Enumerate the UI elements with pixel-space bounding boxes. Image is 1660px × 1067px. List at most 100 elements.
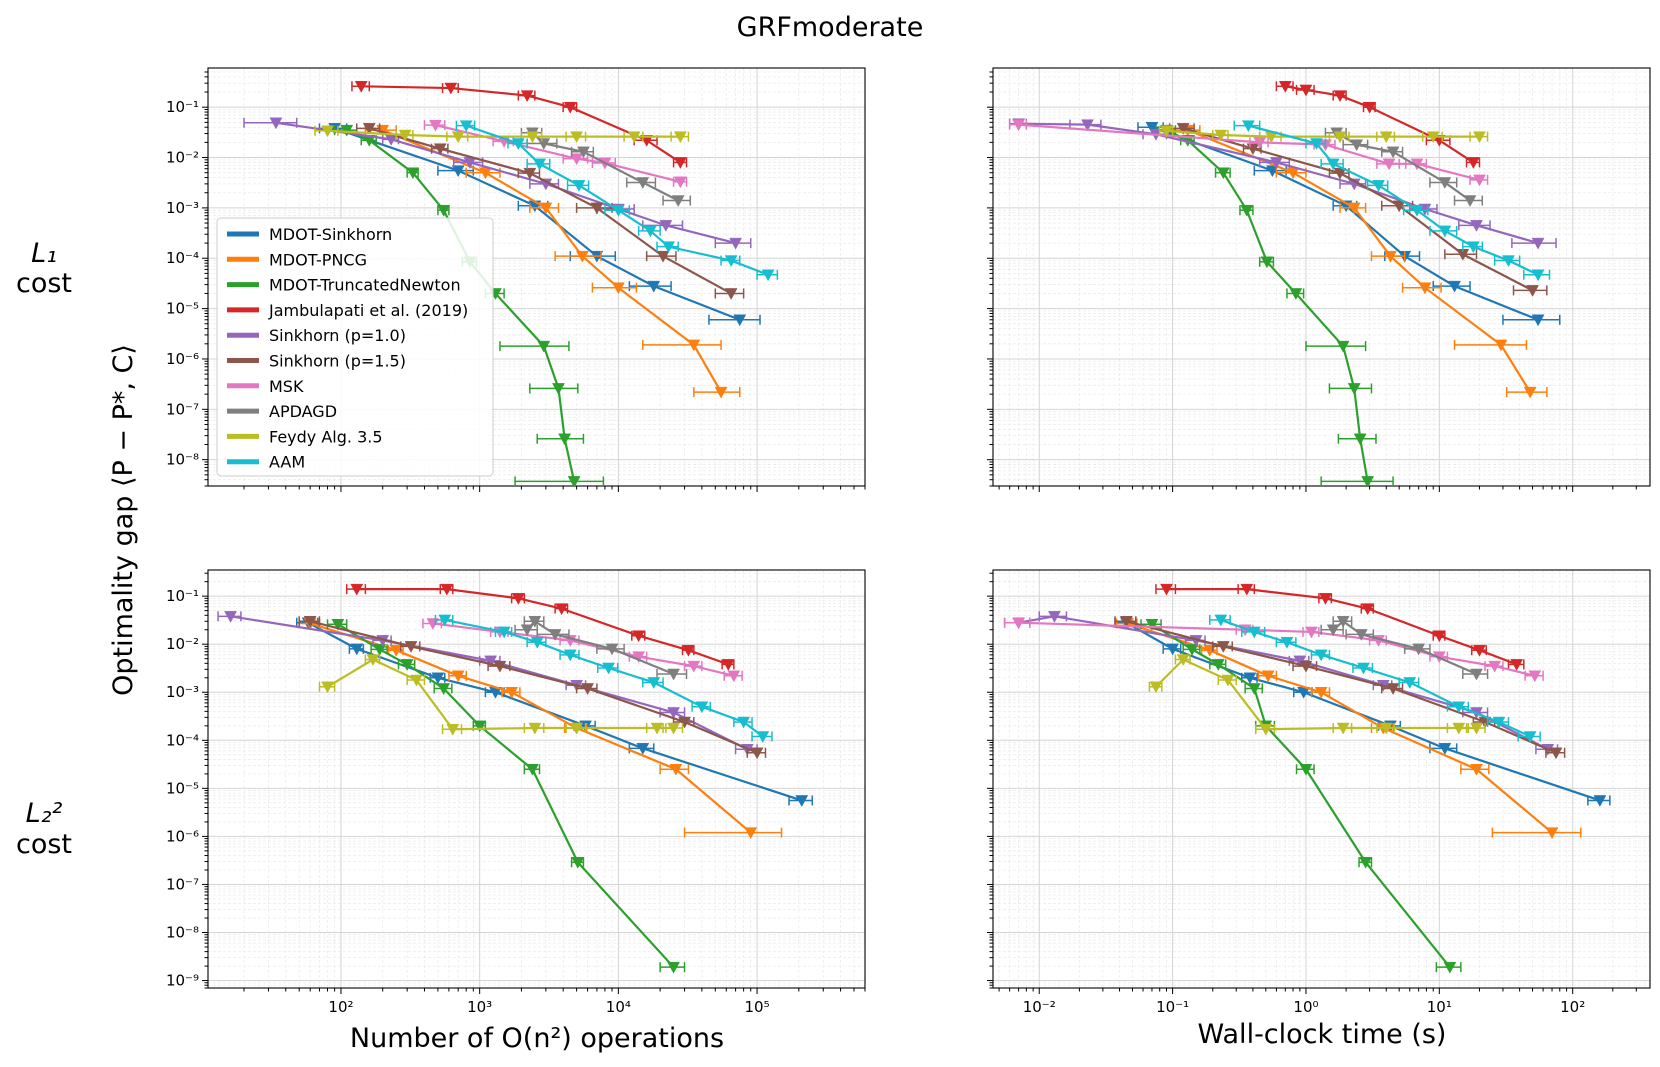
x-tick-label: 10² [1560, 998, 1585, 1016]
data-point [389, 644, 403, 657]
series-mdot-pncg [1171, 124, 1548, 399]
series-feydy-alg-3-5 [1148, 654, 1486, 736]
data-point [1531, 314, 1545, 327]
data-point [590, 202, 604, 215]
data-point [643, 225, 657, 238]
series-line [1182, 127, 1534, 292]
data-point [1305, 626, 1318, 639]
data-point [1214, 129, 1228, 142]
data-point [1452, 701, 1466, 714]
data-point [647, 677, 661, 689]
data-point [1336, 616, 1350, 628]
series-line [309, 620, 758, 754]
data-point [1240, 583, 1254, 596]
data-point [1470, 763, 1483, 776]
data-point [1145, 121, 1159, 134]
data-point [1347, 202, 1361, 215]
data-point [1361, 476, 1375, 486]
series-jambulapati-et-al-2019- [351, 81, 688, 169]
data-point [533, 158, 546, 171]
data-point [1119, 616, 1133, 628]
data-point [537, 138, 551, 151]
data-point [321, 681, 334, 694]
data-point [1240, 204, 1254, 217]
legend-item: MDOT-PNCG [227, 250, 367, 269]
data-point [656, 250, 670, 263]
data-point [1354, 629, 1368, 641]
series-jambulapati-et-al-2019- [345, 583, 735, 671]
data-point [570, 153, 584, 166]
data-point [539, 202, 553, 215]
data-point [1326, 158, 1340, 171]
legend-label: MDOT-PNCG [269, 250, 367, 269]
series-sinkhorn-p-1-0- [243, 117, 752, 250]
data-point [1081, 119, 1094, 132]
data-point [1247, 683, 1261, 695]
data-point [795, 795, 809, 807]
data-point [1216, 167, 1230, 180]
ticks [202, 71, 866, 492]
data-point [1502, 255, 1515, 268]
data-point [673, 157, 687, 169]
data-point [687, 339, 701, 352]
data-point [724, 255, 738, 268]
data-point [602, 662, 615, 675]
data-point [1214, 614, 1228, 627]
data-point [555, 603, 569, 616]
data-point [1526, 285, 1539, 297]
data-point [1443, 961, 1457, 974]
data-point [558, 433, 572, 446]
data-point [577, 146, 590, 159]
data-point [438, 614, 452, 627]
x-tick-label: 10³ [467, 998, 492, 1016]
data-point [1012, 617, 1026, 630]
data-point [1379, 722, 1393, 735]
series-aam [1209, 614, 1541, 744]
series-mdot-sinkhorn [1137, 121, 1561, 327]
legend-label: MSK [269, 377, 304, 396]
legend-label: AAM [269, 453, 305, 472]
series-line [334, 127, 741, 321]
data-point [611, 282, 625, 295]
data-point [1470, 668, 1483, 681]
data-point [1299, 660, 1313, 673]
series-mdot-pncg [364, 124, 741, 399]
data-point [640, 135, 654, 147]
data-point [1149, 681, 1163, 694]
data-point [444, 82, 458, 95]
data-point [451, 131, 465, 144]
data-point [575, 250, 589, 263]
data-point [714, 386, 728, 399]
data-point [1012, 119, 1026, 132]
data-point [366, 654, 380, 667]
data-point [331, 619, 345, 631]
data-point [1528, 670, 1542, 683]
data-point [1488, 660, 1502, 673]
series-line [1166, 129, 1369, 482]
data-point [1382, 158, 1396, 171]
axes-frame [207, 67, 866, 487]
row-label-l2-main: L₂² [26, 798, 63, 829]
data-point [1333, 131, 1347, 144]
series-line [1018, 123, 1480, 181]
series-line [1151, 126, 1539, 321]
data-point [525, 131, 539, 144]
data-point [431, 672, 445, 685]
legend-label: Sinkhorn (p=1.0) [269, 326, 406, 345]
data-point [581, 683, 595, 695]
legend-item: Sinkhorn (p=1.5) [227, 352, 406, 371]
series-apdagd [1324, 127, 1484, 208]
series-line [1018, 122, 1539, 245]
data-point [1357, 662, 1370, 675]
legend-label: Feydy Alg. 3.5 [269, 427, 383, 446]
data-point [673, 176, 687, 189]
data-point [1160, 125, 1173, 138]
x-tick-label: 10⁵ [745, 998, 770, 1016]
data-point [1523, 386, 1537, 399]
data-point [1392, 200, 1406, 213]
ticks [987, 71, 1637, 492]
series-jambulapati-et-al-2019- [1275, 81, 1481, 169]
series-line [1151, 623, 1451, 968]
data-point [1310, 138, 1323, 151]
data-point [446, 723, 460, 736]
